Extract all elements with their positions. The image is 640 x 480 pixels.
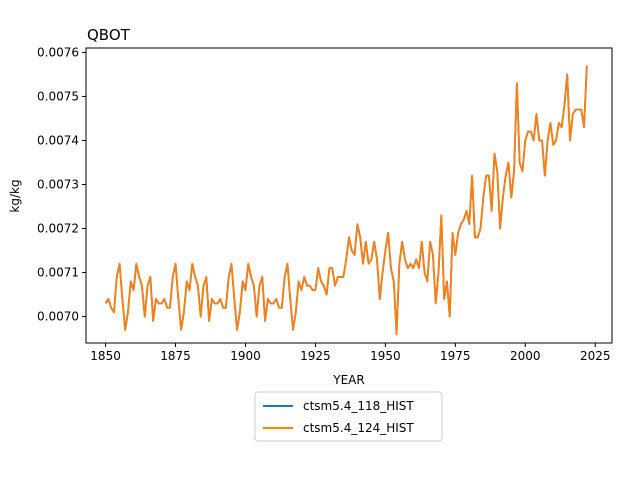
y-tick-label: 0.0074	[37, 133, 79, 147]
y-tick-label: 0.0070	[37, 310, 79, 324]
x-axis-label: YEAR	[332, 373, 364, 387]
plot-frame	[85, 47, 613, 344]
legend-label-ctsm5-4-118: ctsm5.4_118_HIST	[303, 399, 414, 413]
y-tick-label: 0.0071	[37, 266, 79, 280]
legend: ctsm5.4_118_HIST ctsm5.4_124_HIST	[254, 391, 443, 442]
chart-title: QBOT	[87, 26, 131, 44]
y-axis: 0.0070 0.0071 0.0072 0.0073 0.0074 0.0075 0.00…	[37, 45, 86, 324]
y-axis-label: kg/kg	[8, 179, 22, 212]
y-tick-label: 0.0076	[37, 45, 79, 59]
x-tick-label: 1850	[90, 349, 121, 363]
x-tick-label: 1975	[440, 349, 471, 363]
y-tick-label: 0.0075	[37, 89, 79, 103]
legend-label-ctsm5-4-124: ctsm5.4_124_HIST	[303, 421, 414, 435]
x-tick-label: 1925	[300, 349, 331, 363]
y-tick-label: 0.0073	[37, 177, 79, 191]
series-layer	[104, 65, 588, 336]
x-tick-label: 1875	[160, 349, 191, 363]
x-tick-label: 2025	[580, 349, 611, 363]
legend-box	[254, 391, 443, 442]
x-tick-label: 1950	[370, 349, 401, 363]
series-line-ctsm5-4-124-hist	[104, 65, 588, 336]
x-tick-label: 2000	[510, 349, 541, 363]
y-tick-label: 0.0072	[37, 222, 79, 236]
x-tick-label: 1900	[230, 349, 261, 363]
x-axis: 1850 1875 1900 1925 1950 1975 2000 2025	[90, 343, 610, 363]
